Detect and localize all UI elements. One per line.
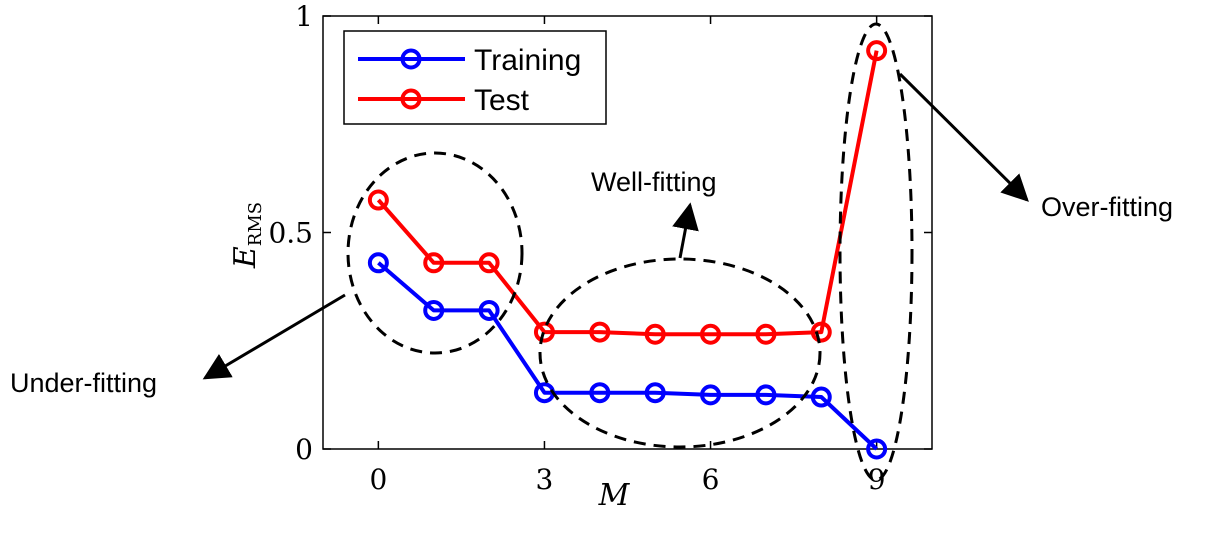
data-point-test: [423, 252, 445, 274]
data-point-test: [589, 321, 611, 343]
data-point-training: [423, 299, 445, 321]
y-axis-label-sub: RMS: [245, 202, 266, 246]
data-point-test: [644, 323, 666, 345]
legend: Training Test: [343, 30, 607, 125]
axis-tick-labels: 0 3 6 9 0 0.5 1: [268, 0, 885, 496]
legend-box: [343, 30, 607, 125]
over-fitting-ellipse: [838, 22, 914, 482]
y-axis-label-main: E: [228, 246, 263, 269]
over-fitting-arrow: [898, 72, 1029, 202]
legend-item-training: Training: [358, 44, 581, 77]
data-point-test: [367, 189, 389, 211]
y-tick-label: 0: [295, 433, 313, 466]
data-point-test: [700, 323, 722, 345]
under-fitting-arrow: [202, 293, 346, 380]
legend-item-test: Test: [358, 84, 530, 117]
x-axis-label: M: [598, 478, 631, 513]
y-tick-label: 0.5: [268, 217, 313, 250]
under-fitting-ellipse: [346, 151, 524, 355]
series-line-training: [377, 261, 878, 451]
series-layer: [367, 40, 888, 460]
well-fitting-label: Well-fitting: [591, 167, 717, 197]
legend-marker-test: [400, 88, 422, 110]
legend-label-test: Test: [474, 84, 530, 117]
series-test: [367, 40, 888, 345]
series-line-test: [376, 50, 879, 337]
under-fitting-label: Under-fitting: [10, 368, 157, 398]
y-axis-label: ERMS: [228, 202, 266, 269]
data-point-training: [755, 384, 777, 406]
x-tick-label: 0: [369, 463, 387, 496]
series-training: [367, 252, 888, 460]
data-point-training: [478, 299, 500, 321]
well-fitting-arrow: [672, 202, 699, 259]
x-tick-label: 3: [536, 463, 554, 496]
data-point-test: [478, 252, 500, 274]
data-point-test: [866, 40, 888, 62]
data-point-test: [755, 323, 777, 345]
over-fitting-label: Over-fitting: [1041, 192, 1173, 222]
data-point-test: [533, 321, 555, 343]
axis-ticks: [323, 15, 932, 450]
data-point-training: [589, 382, 611, 404]
data-point-training: [644, 382, 666, 404]
data-point-test: [810, 321, 832, 343]
well-fitting-ellipse: [538, 257, 822, 449]
y-tick-label: 1: [295, 0, 313, 33]
data-point-training: [367, 252, 389, 274]
data-point-training: [700, 384, 722, 406]
svg-text:ERMS: ERMS: [228, 202, 266, 269]
x-tick-label: 6: [702, 463, 720, 496]
data-point-training: [810, 386, 832, 408]
legend-label-training: Training: [474, 44, 581, 77]
legend-marker-training: [400, 48, 422, 70]
x-tick-label: 9: [868, 463, 886, 496]
data-point-training: [866, 438, 888, 460]
